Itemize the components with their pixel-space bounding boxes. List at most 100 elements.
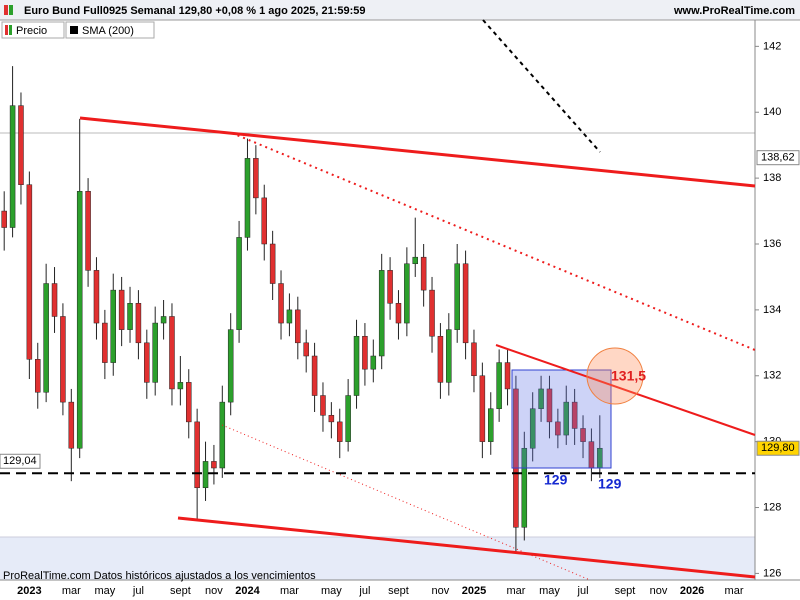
candle-body (286, 309, 293, 324)
candle-body (521, 447, 528, 528)
x-tick-label: nov (205, 585, 223, 597)
price-box (756, 440, 800, 456)
y-tick-label: 136 (763, 238, 781, 250)
trend-line (221, 424, 591, 581)
candle-body (186, 382, 192, 423)
candle-body (85, 191, 91, 271)
candle-body (546, 388, 553, 423)
trend-line (79, 116, 756, 188)
candle-body (303, 342, 309, 357)
candle-body (513, 388, 519, 528)
x-tick-label: sept (615, 585, 636, 597)
candle-body (219, 401, 226, 469)
x-tick-label: nov (432, 585, 450, 597)
candle-body (202, 461, 209, 489)
candle-body (337, 421, 343, 442)
candle-body (580, 428, 586, 442)
icon (9, 5, 13, 15)
candle-body (236, 237, 242, 330)
candle-body (169, 316, 175, 390)
x-tick-label: jul (132, 585, 144, 597)
candle-body (211, 461, 217, 469)
candle-body (26, 184, 33, 360)
candle-body (320, 395, 326, 416)
candle-body (404, 263, 410, 324)
candle-body (429, 289, 435, 337)
candle-body (135, 303, 142, 344)
header-bar (0, 0, 800, 20)
target-circle (586, 347, 644, 405)
x-tick-label: mar (506, 585, 525, 597)
candle-body (563, 401, 569, 436)
x-tick-label: 2024 (235, 585, 260, 597)
candle-body (387, 270, 393, 304)
candle-body (437, 335, 444, 383)
candle-body (529, 408, 536, 449)
legend-swatch (5, 25, 8, 35)
annotation: 131,5 (611, 368, 646, 384)
legend-swatch (70, 26, 78, 34)
y-tick-label: 126 (763, 567, 781, 579)
x-tick-label: mar (725, 585, 744, 597)
candle-body (102, 322, 108, 363)
candle-body (253, 158, 259, 199)
trend-line (495, 344, 756, 436)
y-tick-label: 142 (763, 40, 781, 52)
candle-body (420, 256, 427, 291)
legend-swatch (9, 25, 12, 35)
footer: ProRealTime.com Datos históricos ajustad… (3, 570, 316, 582)
y-tick-label: 128 (763, 501, 781, 513)
candle-body (18, 105, 24, 185)
candle-body (76, 191, 83, 449)
candle-body (446, 329, 452, 383)
candle-body (177, 382, 184, 390)
candle-body (311, 355, 318, 396)
candle-body (479, 375, 486, 442)
candle-body (496, 362, 502, 409)
candle-body (118, 289, 125, 330)
candle-body (362, 335, 368, 370)
legend-item[interactable] (1, 21, 65, 39)
x-tick-label: mar (280, 585, 299, 597)
price-box (756, 150, 800, 166)
legend-item[interactable] (65, 21, 155, 39)
x-tick-label: 2025 (462, 585, 486, 597)
candles (1, 66, 603, 554)
candle-body (345, 395, 351, 442)
level-box (0, 453, 41, 469)
candle-body (227, 329, 234, 403)
candle-body (378, 270, 385, 357)
candle-body (93, 270, 100, 324)
y-tick-label: 140 (763, 106, 781, 118)
x-tick-label: may (321, 585, 342, 597)
trend-line (482, 19, 601, 153)
candle-body (462, 263, 469, 344)
candle-body (244, 158, 251, 238)
x-tick-label: 2023 (17, 585, 41, 597)
source: www.ProRealTime.com (673, 5, 795, 17)
y-tick-label: 138 (763, 172, 781, 184)
candle-body (261, 197, 267, 245)
plot-shade (0, 537, 755, 580)
trend-line (231, 132, 756, 351)
candle-body (395, 303, 402, 324)
trend-line (177, 516, 756, 579)
icon (4, 5, 8, 15)
legend-label: SMA (200) (82, 25, 134, 37)
candle-body (269, 243, 276, 284)
candle-body (51, 283, 58, 317)
candle-body (504, 362, 511, 390)
candle-body (144, 342, 150, 383)
x-tick-label: mar (62, 585, 81, 597)
candle-body (43, 283, 49, 393)
price-label: 138,62 (761, 152, 795, 164)
x-tick-label: may (94, 585, 115, 597)
x-tick-label: may (539, 585, 560, 597)
y-tick-label: 132 (763, 370, 781, 382)
candle-body (127, 303, 133, 330)
candle-body (278, 283, 284, 324)
x-tick-label: jul (358, 585, 370, 597)
x-tick-label: sept (388, 585, 409, 597)
candle-body (194, 421, 200, 489)
candle-body (471, 342, 477, 377)
